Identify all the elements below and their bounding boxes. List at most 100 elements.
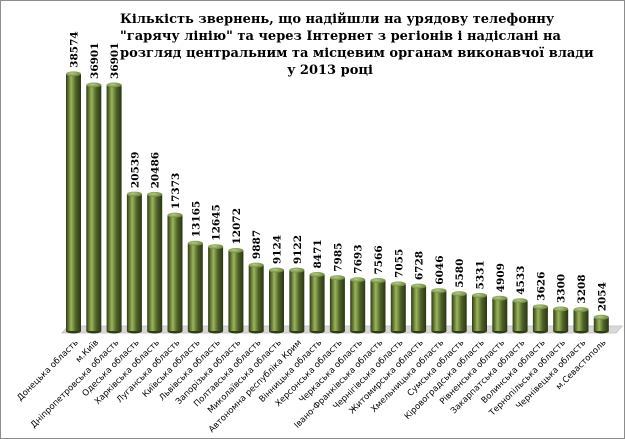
data-label: 36901 [89,42,101,79]
bar-body [573,309,589,331]
bar-body [86,84,102,331]
data-label: 38574 [69,31,81,68]
data-label: 13165 [190,201,202,238]
bar-body [269,270,284,331]
bar [208,244,224,334]
bar-cap [370,278,386,284]
bar [512,298,528,334]
bar-cap [492,295,508,301]
bar-cap [187,240,203,246]
data-label: 12645 [211,204,223,241]
bar-body [329,277,345,331]
bar-cap [431,288,447,294]
bar-body [593,317,609,331]
bar [187,240,203,334]
bar-body [228,250,244,331]
data-label: 9124 [272,235,284,264]
data-label: 20539 [129,152,141,189]
bar-cap [269,267,284,273]
data-label: 7566 [373,245,385,274]
bar-body [66,73,81,331]
bar-cap [309,272,325,278]
bar [269,267,284,334]
bar-body [187,243,203,331]
data-label: 6046 [434,255,446,284]
bar [431,288,447,334]
bar-body [411,286,427,331]
chart-title-line: Кількість звернень, що надійшли на урядо… [120,12,555,27]
data-label: 3300 [556,274,568,303]
bar-body [512,300,528,331]
bar-body [532,306,548,331]
bar [451,291,467,334]
data-label: 9122 [292,235,304,264]
bar-body [289,270,305,331]
bar [86,82,102,334]
bar [248,262,264,334]
data-label: 12072 [231,208,243,245]
data-label: 6728 [414,251,426,280]
bar-body [248,265,264,331]
chart-title: Кількість звернень, що надійшли на урядо… [120,11,594,79]
bar-body [492,298,508,331]
data-label: 36901 [109,42,121,79]
bar-body [472,295,487,331]
bar [126,191,142,334]
bar-cap [126,191,142,197]
bar [329,275,345,334]
bar [66,71,81,334]
bar [106,82,122,334]
bar [309,272,325,334]
bar [289,267,305,334]
bar-body [147,194,163,331]
bar-cap [289,267,305,273]
bar [492,295,508,334]
bar-body [451,293,467,331]
bar [553,306,569,334]
chart-title-line: "гарячу лінію" та через Інтернет з регіо… [120,29,561,44]
bar-body [370,280,386,331]
bar-cap [350,277,366,283]
bar [411,283,427,334]
bar-cap [390,281,406,287]
bar-cap [208,244,224,250]
data-label: 2054 [596,282,608,311]
bar [228,248,244,334]
bar-body [390,283,406,331]
bar-cap [147,191,163,197]
data-label: 9887 [251,230,263,259]
data-label: 7693 [353,244,365,273]
bar [593,314,609,334]
bar-body [350,279,366,331]
data-label: 5331 [475,260,487,289]
bar [350,277,366,334]
bar-cap [106,82,122,88]
bar [370,278,386,334]
bar-cap [329,275,345,281]
data-label: 3208 [576,274,588,303]
bar-cap [66,71,81,77]
bar [532,304,548,334]
bar-cap [86,82,102,88]
data-label: 5580 [454,259,466,288]
bar [147,191,163,334]
bar-body [431,290,447,331]
bar [390,281,406,334]
bar-cap [248,262,264,268]
chart-title-line: у 2013 році [287,63,373,78]
bar-cap [573,307,589,313]
bar-cap [228,248,244,254]
data-label: 7055 [393,249,405,278]
bar-cap [553,306,569,312]
data-label: 20486 [150,152,162,189]
bar-cap [532,304,548,310]
bar-cap [472,292,487,298]
bar [167,212,183,334]
bar-cap [167,212,183,218]
data-label: 3626 [535,272,547,301]
bar [472,292,487,334]
data-label: 8471 [312,239,324,268]
bar-body [208,246,224,331]
bar-body [106,84,122,331]
